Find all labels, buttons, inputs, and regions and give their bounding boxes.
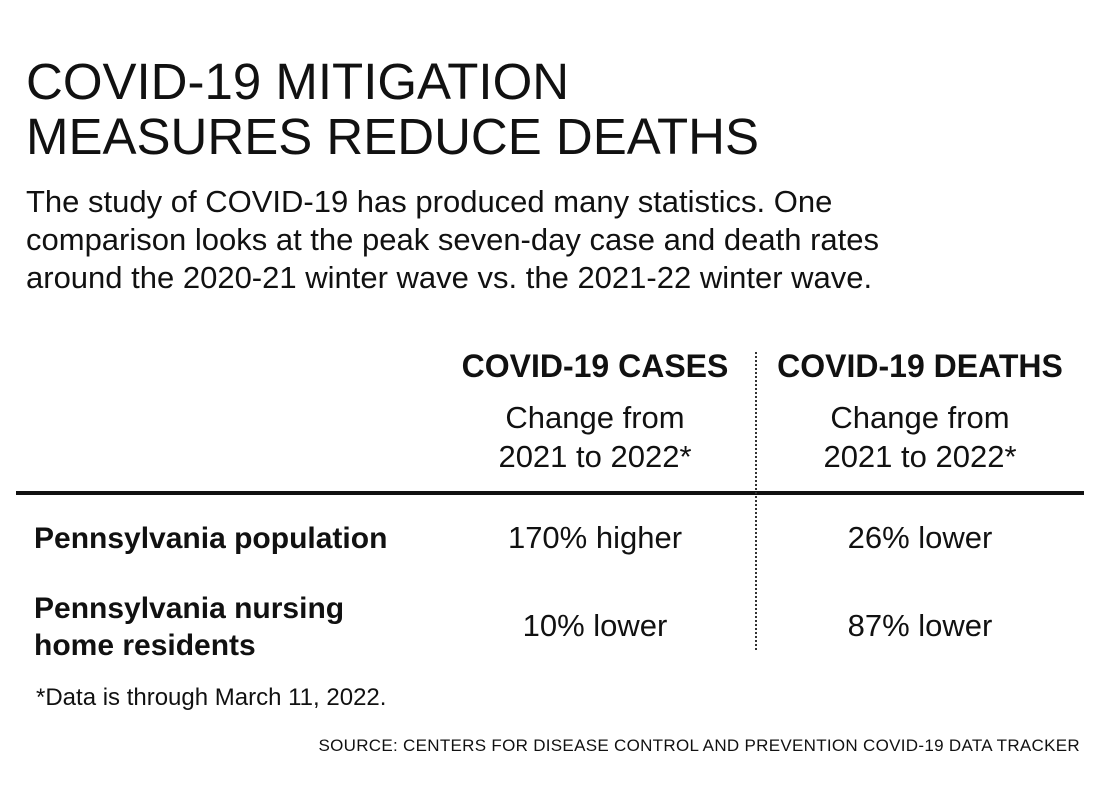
row-label-population: Pennsylvania population [34,520,387,557]
cases-column-subheader: Change from 2021 to 2022* [440,398,750,476]
chart-title-line-2: MEASURES REDUCE DEATHS [26,108,760,165]
cell-nursing-home-deaths: 87% lower [847,608,993,643]
deaths-subheader-line-2: 2021 to 2022* [823,439,1017,474]
deaths-column-subheader: Change from 2021 to 2022* [765,398,1075,476]
deaths-subheader-line-1: Change from [830,400,1010,435]
cases-subheader-line-2: 2021 to 2022* [498,439,692,474]
cases-subheader-line-1: Change from [505,400,685,435]
chart-title-line-1: COVID-19 MITIGATION [26,53,570,110]
source-credit: SOURCE: CENTERS FOR DISEASE CONTROL AND … [318,736,1080,755]
header-rule [16,491,1084,495]
footnote: *Data is through March 11, 2022. [36,684,387,711]
chart-subtitle: The study of COVID-19 has produced many … [26,183,1086,297]
row-label-nursing-home-line-2: home residents [34,629,256,662]
subtitle-line-2: comparison looks at the peak seven-day c… [26,222,880,257]
cell-population-deaths: 26% lower [847,520,993,555]
cell-population-cases: 170% higher [507,520,683,555]
deaths-column-header: COVID-19 DEATHS [777,348,1063,384]
row-label-nursing-home-line-1: Pennsylvania nursing [34,592,345,625]
row-label-population-line-1: Pennsylvania population [34,522,388,555]
subtitle-line-3: around the 2020-21 winter wave vs. the 2… [26,260,873,295]
chart-title: COVID-19 MITIGATION MEASURES REDUCE DEAT… [26,54,1076,164]
row-label-nursing-home: Pennsylvania nursing home residents [34,590,344,664]
cell-nursing-home-cases: 10% lower [522,608,668,643]
subtitle-line-1: The study of COVID-19 has produced many … [26,184,833,219]
column-divider [755,352,757,650]
cases-column-header: COVID-19 CASES [461,348,729,384]
